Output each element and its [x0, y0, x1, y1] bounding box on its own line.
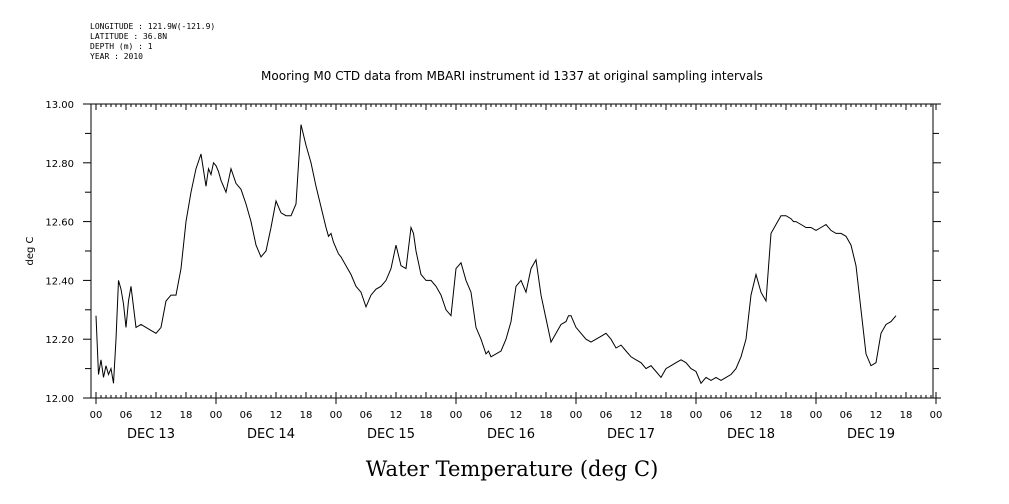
y-axis-label: deg C — [25, 236, 36, 265]
x-tick-label: 06 — [600, 410, 613, 421]
x-tick-label: 00 — [210, 410, 223, 421]
y-tick-label: 12.20 — [45, 335, 74, 346]
depth-label: DEPTH (m) : 1 — [90, 42, 153, 51]
x-tick-label: 18 — [420, 410, 433, 421]
metadata-block: LONGITUDE : 121.9W(-121.9) LATITUDE : 36… — [90, 22, 215, 62]
x-tick-label: 12 — [630, 410, 643, 421]
x-tick-label: 00 — [690, 410, 703, 421]
x-tick-label: 12 — [870, 410, 883, 421]
plot-frame — [90, 103, 934, 399]
day-label: DEC 19 — [847, 427, 895, 442]
y-tick-label: 12.40 — [45, 276, 74, 287]
y-tick-labels: 12.00 12.20 12.40 12.60 12.80 13.00 — [45, 100, 74, 405]
x-tick-label: 06 — [240, 410, 253, 421]
x-tick-label: 06 — [840, 410, 853, 421]
x-tick-label: 06 — [120, 410, 133, 421]
x-tick-label: 00 — [810, 410, 823, 421]
latitude-label: LATITUDE : 36.8N — [90, 32, 168, 41]
x-tick-label: 12 — [510, 410, 523, 421]
longitude-label: LONGITUDE : 121.9W(-121.9) — [90, 22, 216, 31]
x-tick-label: 00 — [930, 410, 943, 421]
x-tick-label: 18 — [540, 410, 553, 421]
chart-title: Mooring M0 CTD data from MBARI instrumen… — [261, 69, 763, 83]
x-tick-label: 12 — [270, 410, 283, 421]
day-label: DEC 14 — [247, 427, 295, 442]
x-tick-label: 00 — [450, 410, 463, 421]
x-tick-label: 00 — [90, 410, 103, 421]
day-labels: DEC 13 DEC 14 DEC 15 DEC 16 DEC 17 DEC 18 DEC … — [127, 427, 895, 442]
x-axis-title: Water Temperature (deg C) — [366, 457, 659, 481]
x-tick-label: 18 — [660, 410, 673, 421]
y-tick-label: 12.00 — [45, 394, 74, 405]
day-label: DEC 16 — [487, 427, 535, 442]
x-tick-label: 18 — [300, 410, 313, 421]
x-tick-label: 00 — [570, 410, 583, 421]
day-label: DEC 18 — [727, 427, 775, 442]
x-tick-label: 12 — [390, 410, 403, 421]
x-tick-label: 12 — [750, 410, 763, 421]
x-tick-label: 18 — [900, 410, 913, 421]
y-tick-label: 13.00 — [45, 100, 74, 111]
x-tick-label: 18 — [780, 410, 793, 421]
series-line-water-temperature — [95, 124, 897, 385]
x-tick-label: 12 — [150, 410, 163, 421]
x-tick-label: 06 — [720, 410, 733, 421]
axis-ticks — [83, 103, 941, 404]
day-label: DEC 15 — [367, 427, 415, 442]
x-tick-label: 18 — [180, 410, 193, 421]
y-tick-label: 12.80 — [45, 159, 74, 170]
year-label: YEAR : 2010 — [90, 52, 143, 61]
day-label: DEC 13 — [127, 427, 175, 442]
x-tick-labels: 00 06 12 18 00 06 12 18 00 06 12 18 00 06 12 18 00 06 12 18… — [90, 410, 943, 421]
x-tick-label: 06 — [480, 410, 493, 421]
y-tick-label: 12.60 — [45, 218, 74, 229]
day-label: DEC 17 — [607, 427, 655, 442]
x-tick-label: 00 — [330, 410, 343, 421]
x-tick-label: 06 — [360, 410, 373, 421]
